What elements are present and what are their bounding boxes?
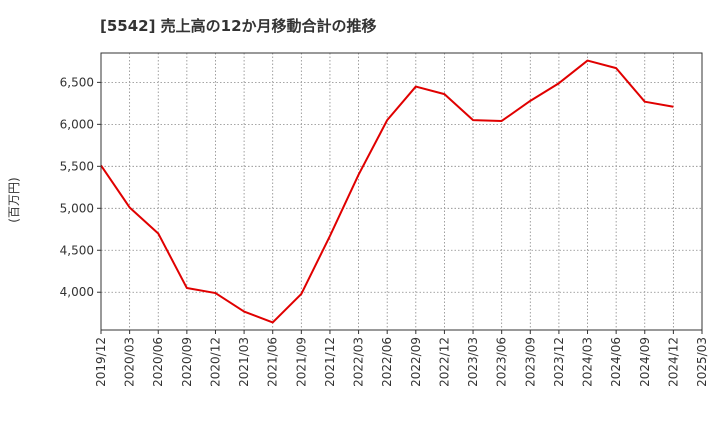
data-point <box>587 60 589 62</box>
series-line <box>100 59 674 324</box>
y-axis-label: (百万円) <box>7 177 21 222</box>
y-tick-label: 4,000 <box>60 285 94 299</box>
data-point <box>443 93 445 95</box>
x-tick-label: 2022/06 <box>380 337 394 387</box>
data-point <box>472 119 474 121</box>
x-tick-label: 2021/12 <box>323 337 337 387</box>
x-tick-label: 2024/12 <box>666 337 680 387</box>
x-tick-label: 2021/06 <box>266 337 280 387</box>
grid <box>101 53 702 330</box>
x-ticks: 2019/12 2020/03 2020/06 2020/09 2020/12 2021/… <box>94 330 709 387</box>
data-point <box>300 293 302 295</box>
x-tick-label: 2023/09 <box>523 337 537 387</box>
x-tick-label: 2024/06 <box>609 337 623 387</box>
x-tick-label: 2020/03 <box>123 337 137 387</box>
data-point <box>329 235 331 237</box>
y-tick-label: 6,500 <box>60 75 94 89</box>
data-point <box>615 67 617 69</box>
x-tick-label: 2024/09 <box>638 337 652 387</box>
series-group <box>100 59 674 324</box>
y-tick-label: 6,000 <box>60 117 94 131</box>
data-point <box>558 82 560 84</box>
chart-title: [5542] 売上高の12か月移動合計の推移 <box>100 17 377 35</box>
y-tick-label: 4,500 <box>60 243 94 257</box>
x-tick-label: 2022/12 <box>437 337 451 387</box>
x-tick-label: 2020/12 <box>208 337 222 387</box>
x-tick-label: 2023/06 <box>495 337 509 387</box>
y-tick-label: 5,000 <box>60 201 94 215</box>
x-tick-label: 2023/12 <box>552 337 566 387</box>
x-tick-label: 2021/03 <box>237 337 251 387</box>
data-point <box>129 206 131 208</box>
x-tick-label: 2020/09 <box>180 337 194 387</box>
x-tick-label: 2022/03 <box>352 337 366 387</box>
x-tick-label: 2021/09 <box>294 337 308 387</box>
data-point <box>415 86 417 88</box>
data-point <box>272 321 274 323</box>
data-point <box>358 174 360 176</box>
plot-frame <box>100 52 703 331</box>
y-ticks: 4,000 4,500 5,000 5,500 6,000 6,500 <box>60 75 101 299</box>
data-point <box>529 100 531 102</box>
data-point <box>386 119 388 121</box>
x-tick-label: 2023/03 <box>466 337 480 387</box>
data-point <box>157 232 159 234</box>
x-tick-label: 2025/03 <box>695 337 709 387</box>
x-tick-label: 2022/09 <box>409 337 423 387</box>
x-tick-label: 2024/03 <box>581 337 595 387</box>
data-point <box>672 106 674 108</box>
data-point <box>501 120 503 122</box>
data-point <box>186 287 188 289</box>
x-tick-label: 2019/12 <box>94 337 108 387</box>
data-point <box>644 101 646 103</box>
x-tick-label: 2020/06 <box>151 337 165 387</box>
data-point <box>214 292 216 294</box>
y-tick-label: 5,500 <box>60 159 94 173</box>
data-point <box>243 311 245 313</box>
